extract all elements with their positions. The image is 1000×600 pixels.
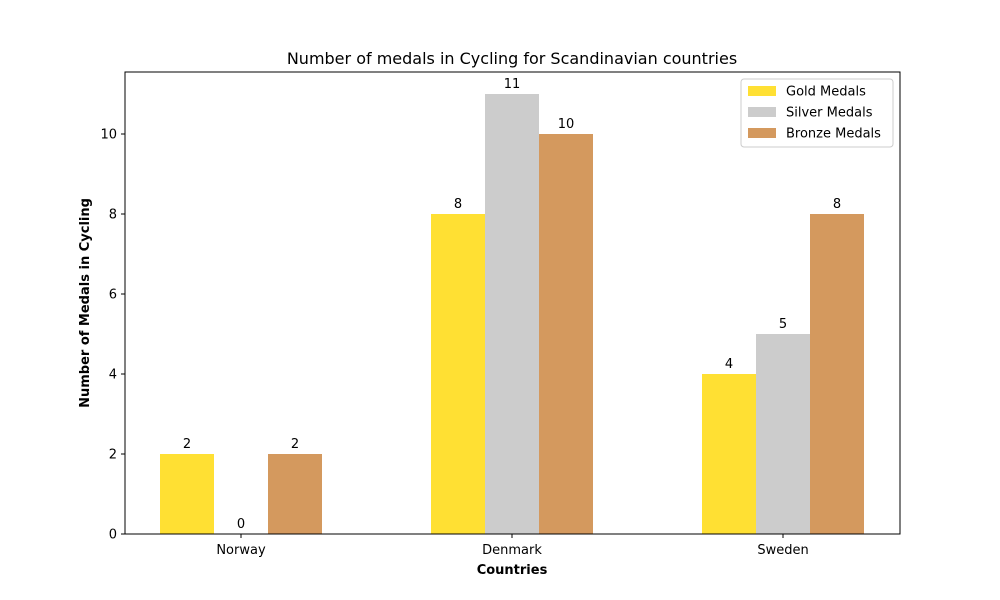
y-tick-label: 2 bbox=[109, 448, 117, 463]
bar bbox=[810, 214, 864, 534]
plot-area: 2 8 4 0 11 5 2 10 8 0 2 4 6 8 10 Norway Denmark Sweden bbox=[100, 71, 901, 558]
legend-label: Gold Medals bbox=[786, 85, 866, 100]
x-axis-title: Countries bbox=[477, 563, 548, 578]
y-tick-label: 4 bbox=[109, 368, 117, 383]
bar bbox=[539, 134, 593, 534]
legend: Gold Medals Silver Medals Bronze Medals bbox=[740, 78, 894, 148]
data-label: 10 bbox=[558, 117, 575, 132]
x-tick-label: Denmark bbox=[482, 543, 542, 558]
legend-box bbox=[740, 78, 894, 148]
bar bbox=[160, 454, 214, 534]
bar bbox=[756, 334, 810, 534]
data-label: 11 bbox=[504, 77, 521, 92]
data-label: 2 bbox=[291, 437, 299, 452]
y-tick-label: 10 bbox=[100, 128, 117, 143]
y-tick-label: 6 bbox=[109, 288, 117, 303]
legend-swatch bbox=[748, 128, 776, 138]
chart-title: Number of medals in Cycling for Scandina… bbox=[287, 49, 737, 68]
bar bbox=[702, 374, 756, 534]
y-axis-title: Number of Medals in Cycling bbox=[78, 198, 93, 408]
bar bbox=[485, 94, 539, 534]
legend-label: Bronze Medals bbox=[786, 127, 881, 142]
legend-swatch bbox=[748, 107, 776, 117]
legend-swatch bbox=[748, 86, 776, 96]
data-label: 4 bbox=[725, 357, 733, 372]
x-tick-label: Norway bbox=[216, 543, 266, 558]
data-label: 2 bbox=[183, 437, 191, 452]
data-label: 8 bbox=[833, 197, 841, 212]
data-label: 5 bbox=[779, 317, 787, 332]
data-label: 8 bbox=[454, 197, 462, 212]
x-tick-label: Sweden bbox=[757, 543, 808, 558]
bar bbox=[268, 454, 322, 534]
bar bbox=[431, 214, 485, 534]
y-tick-label: 8 bbox=[109, 208, 117, 223]
legend-label: Silver Medals bbox=[786, 106, 873, 121]
y-tick-label: 0 bbox=[109, 528, 117, 543]
data-label: 0 bbox=[237, 517, 245, 532]
